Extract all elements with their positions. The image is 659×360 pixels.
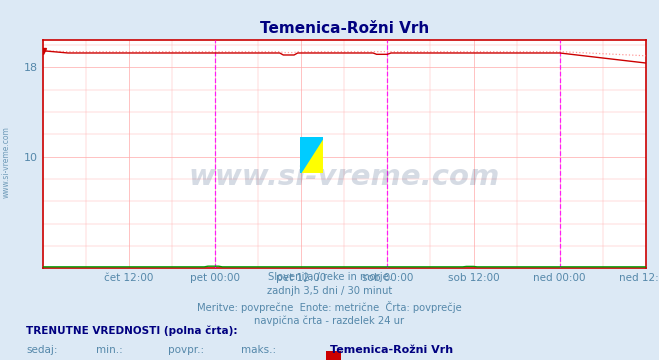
Polygon shape — [300, 137, 323, 173]
Text: Meritve: povprečne  Enote: metrične  Črta: povprečje: Meritve: povprečne Enote: metrične Črta:… — [197, 301, 462, 312]
Text: www.si-vreme.com: www.si-vreme.com — [188, 163, 500, 191]
Text: sedaj:: sedaj: — [26, 345, 58, 355]
Title: Temenica-Rožni Vrh: Temenica-Rožni Vrh — [260, 21, 429, 36]
Text: navpična črta - razdelek 24 ur: navpična črta - razdelek 24 ur — [254, 315, 405, 325]
Text: zadnjh 3,5 dni / 30 minut: zadnjh 3,5 dni / 30 minut — [267, 286, 392, 296]
Text: Temenica-Rožni Vrh: Temenica-Rožni Vrh — [330, 345, 453, 355]
Text: Slovenija / reke in morje.: Slovenija / reke in morje. — [268, 272, 391, 282]
Text: TRENUTNE VREDNOSTI (polna črta):: TRENUTNE VREDNOSTI (polna črta): — [26, 326, 238, 336]
Text: www.si-vreme.com: www.si-vreme.com — [2, 126, 11, 198]
Polygon shape — [300, 137, 323, 173]
Text: povpr.:: povpr.: — [168, 345, 204, 355]
Text: min.:: min.: — [96, 345, 123, 355]
Text: maks.:: maks.: — [241, 345, 275, 355]
